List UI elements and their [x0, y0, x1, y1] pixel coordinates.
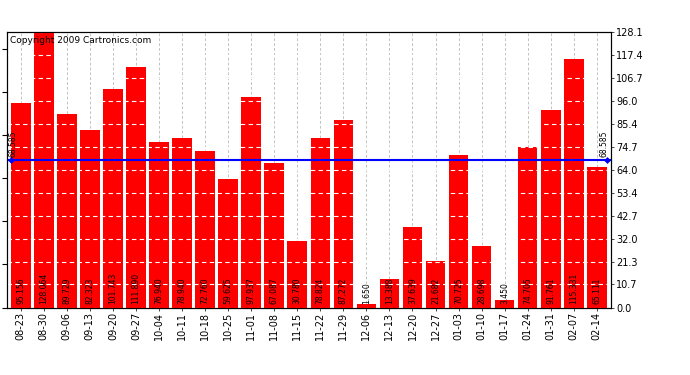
Bar: [11, 103, 30, 308]
Bar: [172, 138, 192, 308]
Bar: [587, 167, 607, 308]
Text: 67.087: 67.087: [270, 278, 279, 304]
Text: 95.156: 95.156: [17, 278, 26, 304]
Bar: [448, 155, 469, 308]
Bar: [357, 304, 376, 307]
Text: 89.729: 89.729: [62, 278, 71, 304]
Text: 97.937: 97.937: [246, 278, 256, 304]
Text: 76.940: 76.940: [155, 278, 164, 304]
Bar: [241, 97, 261, 308]
Bar: [34, 32, 54, 308]
Bar: [495, 300, 515, 307]
Bar: [103, 88, 123, 308]
Text: 37.639: 37.639: [408, 278, 417, 304]
Bar: [195, 151, 215, 308]
Text: 68.585: 68.585: [9, 130, 18, 157]
Bar: [310, 138, 330, 308]
Bar: [57, 114, 77, 308]
Text: 111.890: 111.890: [132, 273, 141, 304]
Text: 91.761: 91.761: [546, 278, 555, 304]
Bar: [264, 163, 284, 308]
Text: 28.698: 28.698: [477, 278, 486, 304]
Bar: [518, 147, 538, 308]
Text: 101.743: 101.743: [108, 273, 117, 304]
Text: Copyright 2009 Cartronics.com: Copyright 2009 Cartronics.com: [10, 36, 151, 45]
Text: 70.725: 70.725: [454, 278, 463, 304]
Bar: [380, 279, 400, 308]
Bar: [472, 246, 491, 308]
Bar: [80, 130, 99, 308]
Text: 65.111: 65.111: [592, 278, 601, 304]
Text: 59.625: 59.625: [224, 278, 233, 304]
Text: 74.705: 74.705: [523, 278, 532, 304]
Bar: [218, 179, 238, 308]
Text: 68.585: 68.585: [600, 130, 609, 157]
Text: 87.272: 87.272: [339, 278, 348, 304]
Bar: [149, 142, 169, 308]
Text: 128.064: 128.064: [39, 273, 48, 304]
Bar: [126, 67, 146, 308]
Text: 3.450: 3.450: [500, 282, 509, 304]
Bar: [541, 110, 560, 308]
Text: 72.760: 72.760: [201, 278, 210, 304]
Bar: [288, 241, 307, 308]
Text: Weekly Solar Energy Production (KWh) (Red) & Average (Blue) Mon Feb 16 06:53: Weekly Solar Energy Production (KWh) (Re…: [76, 8, 614, 21]
Text: 21.682: 21.682: [431, 278, 440, 304]
Bar: [333, 120, 353, 308]
Text: 78.940: 78.940: [177, 278, 186, 304]
Text: 30.780: 30.780: [293, 278, 302, 304]
Bar: [564, 59, 584, 308]
Text: 13.388: 13.388: [385, 278, 394, 304]
Text: 115.331: 115.331: [569, 273, 578, 304]
Text: 78.824: 78.824: [316, 278, 325, 304]
Bar: [426, 261, 445, 308]
Text: 82.323: 82.323: [86, 278, 95, 304]
Text: 1.650: 1.650: [362, 282, 371, 304]
Bar: [403, 226, 422, 308]
